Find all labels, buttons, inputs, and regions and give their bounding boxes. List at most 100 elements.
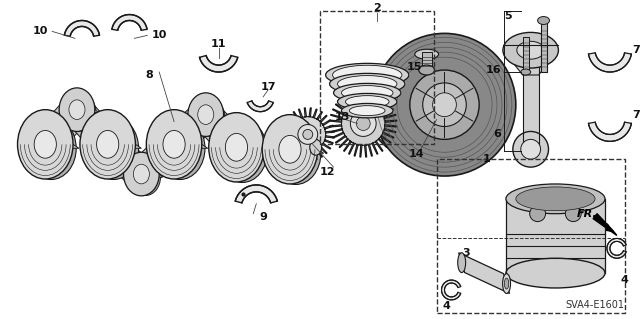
Text: 13: 13: [335, 112, 350, 122]
Ellipse shape: [337, 76, 397, 92]
Ellipse shape: [69, 100, 85, 120]
Text: 7: 7: [633, 110, 640, 120]
Polygon shape: [588, 53, 632, 72]
Ellipse shape: [506, 184, 605, 214]
Ellipse shape: [188, 93, 223, 137]
Ellipse shape: [422, 83, 467, 127]
Ellipse shape: [80, 110, 136, 179]
Ellipse shape: [503, 33, 559, 68]
Polygon shape: [124, 174, 163, 177]
Bar: [436, 159, 625, 313]
Polygon shape: [188, 115, 228, 118]
Ellipse shape: [17, 110, 73, 179]
Ellipse shape: [356, 117, 370, 130]
Ellipse shape: [124, 152, 159, 196]
Ellipse shape: [59, 88, 95, 131]
Ellipse shape: [89, 117, 139, 180]
Ellipse shape: [333, 83, 401, 102]
Ellipse shape: [458, 253, 466, 272]
Ellipse shape: [155, 117, 205, 180]
Polygon shape: [247, 101, 273, 112]
Ellipse shape: [342, 103, 393, 118]
Polygon shape: [59, 110, 99, 113]
Ellipse shape: [147, 110, 202, 179]
Ellipse shape: [419, 65, 435, 75]
Ellipse shape: [66, 94, 96, 131]
Ellipse shape: [502, 274, 511, 293]
Bar: [319, 11, 433, 144]
Ellipse shape: [26, 117, 76, 180]
Ellipse shape: [346, 96, 389, 108]
Text: 10: 10: [33, 26, 48, 36]
Polygon shape: [194, 104, 248, 158]
Text: 4: 4: [621, 275, 628, 285]
Ellipse shape: [326, 63, 409, 87]
Ellipse shape: [530, 206, 545, 222]
Ellipse shape: [521, 139, 541, 159]
Ellipse shape: [333, 65, 402, 85]
Polygon shape: [281, 108, 335, 161]
Ellipse shape: [521, 69, 531, 75]
Text: 4: 4: [442, 301, 451, 311]
Ellipse shape: [262, 115, 317, 184]
Polygon shape: [593, 214, 617, 235]
Ellipse shape: [198, 105, 214, 124]
Text: 6: 6: [493, 130, 501, 139]
Ellipse shape: [163, 130, 185, 158]
Polygon shape: [262, 149, 324, 153]
Ellipse shape: [349, 106, 385, 116]
Text: 14: 14: [409, 149, 424, 159]
Polygon shape: [588, 122, 632, 141]
Polygon shape: [236, 185, 277, 203]
Text: 9: 9: [259, 211, 267, 222]
Polygon shape: [65, 99, 120, 155]
Ellipse shape: [538, 17, 550, 25]
Text: 3: 3: [463, 248, 470, 258]
Ellipse shape: [350, 111, 376, 137]
Text: 17: 17: [260, 82, 276, 92]
Polygon shape: [356, 61, 378, 62]
Ellipse shape: [271, 122, 321, 184]
Text: 11: 11: [211, 39, 227, 49]
Ellipse shape: [209, 113, 264, 182]
Ellipse shape: [34, 130, 56, 158]
Polygon shape: [330, 90, 397, 157]
Polygon shape: [163, 103, 216, 156]
Ellipse shape: [298, 124, 317, 144]
Ellipse shape: [410, 70, 479, 139]
Ellipse shape: [218, 120, 268, 182]
Polygon shape: [131, 133, 185, 186]
Text: 12: 12: [320, 167, 335, 177]
Polygon shape: [459, 253, 509, 293]
Ellipse shape: [310, 139, 322, 155]
Ellipse shape: [195, 99, 225, 136]
Polygon shape: [80, 144, 141, 148]
Polygon shape: [442, 280, 461, 300]
Ellipse shape: [415, 49, 438, 59]
Ellipse shape: [373, 33, 516, 176]
Polygon shape: [503, 50, 559, 75]
Ellipse shape: [303, 130, 313, 139]
Polygon shape: [200, 56, 238, 72]
Polygon shape: [607, 238, 626, 258]
Ellipse shape: [513, 131, 548, 167]
Polygon shape: [209, 147, 270, 151]
Ellipse shape: [133, 164, 149, 184]
Text: FR.: FR.: [577, 209, 598, 219]
Ellipse shape: [337, 93, 397, 110]
Text: 10: 10: [151, 30, 166, 41]
Polygon shape: [112, 15, 147, 30]
Text: 16: 16: [485, 65, 501, 75]
Text: 5: 5: [504, 11, 512, 20]
Ellipse shape: [433, 93, 456, 117]
Ellipse shape: [342, 85, 393, 100]
Ellipse shape: [279, 136, 301, 163]
Ellipse shape: [517, 41, 545, 59]
Text: 7: 7: [633, 45, 640, 55]
Polygon shape: [17, 144, 79, 148]
Text: 15: 15: [407, 62, 422, 72]
Polygon shape: [97, 132, 152, 186]
Ellipse shape: [130, 159, 161, 196]
Ellipse shape: [97, 130, 119, 158]
Ellipse shape: [516, 187, 595, 211]
